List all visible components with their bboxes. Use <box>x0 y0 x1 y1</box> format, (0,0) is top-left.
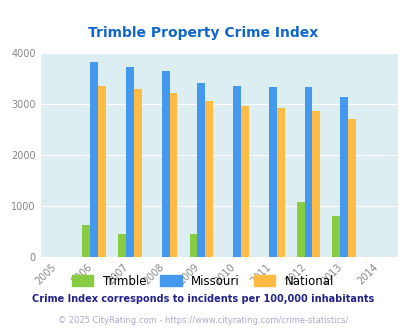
Bar <box>189 234 197 257</box>
Bar <box>90 62 98 257</box>
Bar <box>98 86 106 257</box>
Bar <box>197 83 205 257</box>
Bar <box>268 86 276 257</box>
Bar <box>276 108 284 257</box>
Bar <box>296 202 304 257</box>
Legend: Trimble, Missouri, National: Trimble, Missouri, National <box>67 270 338 292</box>
Bar <box>304 86 312 257</box>
Text: © 2025 CityRating.com - https://www.cityrating.com/crime-statistics/: © 2025 CityRating.com - https://www.city… <box>58 316 347 325</box>
Bar <box>232 85 241 257</box>
Bar <box>169 93 177 257</box>
Bar <box>82 225 90 257</box>
Bar <box>161 71 169 257</box>
Bar <box>339 97 347 257</box>
Bar <box>126 67 134 257</box>
Bar <box>347 119 355 257</box>
Text: Trimble Property Crime Index: Trimble Property Crime Index <box>87 26 318 40</box>
Bar <box>312 111 320 257</box>
Bar <box>134 89 141 257</box>
Bar <box>118 234 126 257</box>
Bar <box>205 101 213 257</box>
Bar <box>241 106 248 257</box>
Bar <box>332 216 339 257</box>
Text: Crime Index corresponds to incidents per 100,000 inhabitants: Crime Index corresponds to incidents per… <box>32 294 373 304</box>
